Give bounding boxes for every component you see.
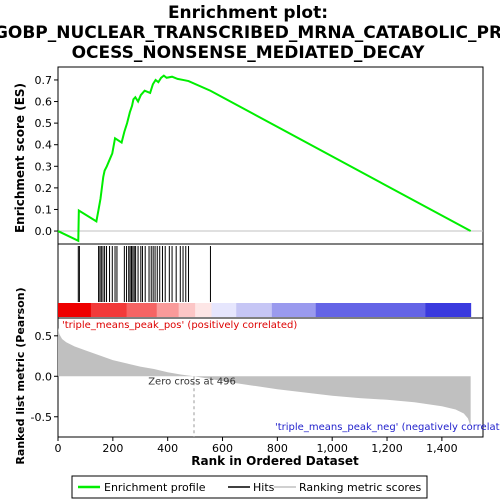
heat-bar-segment: [90, 303, 128, 317]
heat-bar-segment: [425, 303, 472, 317]
heat-bar-segment: [58, 303, 92, 317]
legend-label-enrichment: Enrichment profile: [104, 481, 206, 494]
metric-panel-frame: [57, 317, 484, 438]
heat-bar-segment: [156, 303, 180, 317]
es-y-tick-label: 0.2: [35, 182, 53, 195]
x-tick-label: 1,000: [316, 442, 348, 455]
heat-bar-segment: [211, 303, 237, 317]
metric-y-tick-label: -0.5: [31, 411, 52, 424]
es-y-tick-label: 0.0: [35, 225, 53, 238]
chart-title-line-1: Enrichment plot:: [168, 3, 328, 23]
x-tick-label: 0: [55, 442, 62, 455]
metric-y-tick-label: 0.5: [35, 330, 53, 343]
es-y-tick-label: 0.5: [35, 117, 53, 130]
ranking-heat-bar: [58, 303, 472, 317]
heat-bar-segment: [195, 303, 213, 317]
heat-bar-segment: [178, 303, 196, 317]
heat-bar-segment: [236, 303, 273, 317]
x-tick-label: 1,400: [426, 442, 458, 455]
positive-correlation-label: 'triple_means_peak_pos' (positively corr…: [62, 320, 297, 331]
negative-correlation-label: 'triple_means_peak_neg' (negatively corr…: [275, 422, 500, 433]
heat-bar-segment: [315, 303, 426, 317]
x-tick-label: 400: [157, 442, 178, 455]
x-tick-label: 200: [102, 442, 123, 455]
hits-marks: [77, 246, 211, 302]
es-y-tick-label: 0.1: [35, 203, 53, 216]
x-axis-label: Rank in Ordered Dataset: [191, 454, 359, 468]
x-axis: 0 200 400 600 800 1,000 1,200 1,400: [55, 437, 458, 455]
es-y-tick-label: 0.6: [35, 96, 53, 109]
metric-y-axis: 0.5 0.0 -0.5: [31, 330, 58, 424]
es-y-tick-label: 0.7: [35, 74, 53, 87]
es-y-tick-label: 0.4: [35, 139, 53, 152]
zero-cross-label: Zero cross at 496: [148, 376, 236, 387]
es-panel-frame: [57, 66, 484, 245]
chart-title-line-2: GOBP_NUCLEAR_TRANSCRIBED_MRNA_CATABOLIC_…: [0, 23, 500, 43]
x-tick-label: 600: [212, 442, 233, 455]
ranking-metric-area: [58, 327, 471, 427]
metric-y-axis-label: Ranked list metric (Pearson): [14, 287, 27, 464]
x-tick-label: 800: [267, 442, 288, 455]
x-tick-label: 1,200: [371, 442, 403, 455]
es-y-tick-label: 0.3: [35, 160, 53, 173]
es-y-axis-label: Enrichment score (ES): [13, 83, 27, 233]
metric-y-tick-label: 0.0: [35, 370, 53, 383]
chart-title-line-3: OCESS_NONSENSE_MEDIATED_DECAY: [72, 43, 425, 63]
legend-label-ranking: Ranking metric scores: [299, 481, 421, 494]
es-y-axis: 0.0 0.1 0.2 0.3 0.4 0.5 0.6 0.7: [35, 74, 58, 238]
enrichment-profile-line: [57, 74, 472, 243]
heat-bar-segment: [271, 303, 317, 317]
legend-label-hits: Hits: [253, 481, 275, 494]
heat-bar-segment: [126, 303, 158, 317]
